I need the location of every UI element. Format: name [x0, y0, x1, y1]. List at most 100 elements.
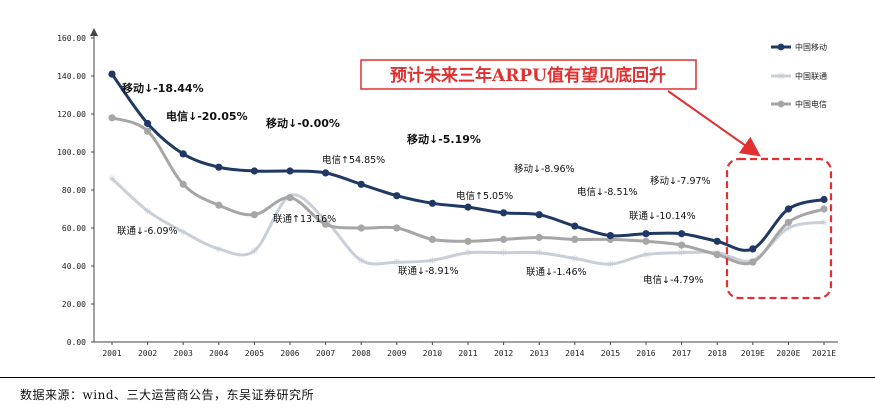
data-point	[357, 180, 365, 188]
legend-marker	[777, 43, 785, 51]
highlight-box	[725, 157, 833, 300]
x-tick-label: 2006	[280, 349, 299, 358]
data-point	[820, 205, 828, 213]
data-point	[500, 235, 508, 243]
data-point	[393, 224, 401, 232]
annotation-a15: 电信↓-4.79%	[643, 274, 704, 286]
data-point	[784, 205, 793, 213]
legend-label: 中国移动	[795, 42, 827, 52]
data-point	[642, 237, 650, 245]
x-tick-label: 2002	[138, 349, 157, 358]
annotation-a5: 电信↑54.85%	[322, 154, 385, 166]
annotation-a14: 联通↓-10.14%	[629, 211, 696, 222]
y-tick-label: 100.00	[57, 148, 86, 157]
data-point	[820, 195, 828, 204]
annotation-a13: 移动↓-7.97%	[650, 175, 711, 187]
data-point	[108, 114, 116, 122]
x-tick-label: 2012	[494, 349, 513, 358]
callout-box	[360, 59, 697, 90]
data-point	[678, 241, 686, 249]
x-tick-label: 2021E	[812, 349, 836, 358]
annotation-a10: 移动↓-8.96%	[514, 163, 575, 175]
x-tick-label: 2007	[316, 349, 335, 358]
data-point	[144, 127, 152, 135]
forecast-highlight-box	[725, 157, 833, 300]
y-tick-label: 20.00	[62, 300, 86, 309]
axes: 0.00 20.00 40.00 60.00 80.00 100.00 120.00 140.…	[57, 28, 838, 358]
data-point	[642, 230, 650, 238]
data-point	[179, 150, 187, 158]
data-point	[215, 201, 223, 209]
data-point	[428, 199, 436, 207]
data-point: ✳	[215, 244, 223, 255]
data-point	[179, 180, 187, 188]
data-point	[428, 235, 436, 243]
y-tick-label: 80.00	[62, 186, 86, 195]
y-tick-label: 0.00	[67, 338, 86, 347]
data-point	[286, 167, 294, 175]
data-point	[464, 237, 472, 245]
annotation-a12: 联通↓-1.46%	[526, 267, 587, 278]
data-point: ✳	[179, 227, 187, 238]
annotations: 移动↓-18.44% 电信↓-20.05% 移动↓-0.00% 移动↓-5.19% 电信…	[117, 81, 711, 286]
x-tick-label: 2010	[423, 349, 442, 358]
annotation-a6: 联通↑13.16%	[273, 214, 336, 225]
data-point	[784, 218, 793, 226]
data-point	[713, 251, 721, 259]
footer: 数据来源：wind、三大运营商公告，东吴证券研究所	[0, 377, 875, 411]
y-tick-label: 140.00	[57, 72, 86, 81]
data-point	[108, 70, 116, 78]
source-note: 数据来源：wind、三大运营商公告，东吴证券研究所	[20, 388, 315, 402]
data-point	[749, 258, 757, 266]
y-tick-label: 160.00	[57, 34, 86, 43]
x-tick-label: 2011	[458, 349, 477, 358]
data-point	[535, 211, 543, 219]
data-point	[606, 232, 615, 240]
annotation-a11: 电信↓-8.51%	[577, 186, 638, 198]
data-point	[322, 169, 330, 177]
data-point: ✳	[428, 256, 436, 267]
legend-label: 中国电信	[795, 99, 827, 109]
x-tick-label: 2018	[708, 349, 727, 358]
annotation-a2: 电信↓-20.05%	[166, 109, 248, 123]
y-tick-label: 120.00	[57, 110, 86, 119]
annotation-a1: 移动↓-18.44%	[122, 81, 204, 95]
data-point	[678, 230, 686, 238]
x-tick-label: 2008	[352, 349, 371, 358]
data-point: ✳	[499, 248, 507, 259]
data-point: ✳	[357, 256, 365, 267]
x-tick-label: 2001	[102, 349, 121, 358]
callout-text: 预计未来三年ARPU值有望见底回升	[390, 65, 666, 86]
data-point	[713, 237, 721, 245]
legend-label: 中国联通	[795, 71, 827, 81]
x-tick-label: 2014	[565, 349, 584, 358]
x-tick-label: 2003	[174, 349, 193, 358]
x-tick-label: 2017	[672, 349, 691, 358]
data-point: ✳	[642, 250, 650, 261]
annotation-a3: 移动↓-0.00%	[266, 116, 340, 130]
legend-marker	[777, 100, 785, 108]
data-point	[357, 224, 365, 232]
data-point	[749, 245, 757, 253]
data-point: ✳	[250, 246, 258, 257]
x-tick-label: 2005	[245, 349, 264, 358]
annotation-a8: 电信↑5.05%	[456, 190, 513, 202]
data-point: ✳	[464, 248, 472, 259]
data-point	[250, 167, 258, 175]
callout-arrow	[667, 90, 761, 157]
data-point	[250, 211, 258, 219]
data-point: ✳	[535, 248, 543, 259]
data-point: ✳	[784, 224, 792, 235]
data-point	[215, 163, 223, 171]
data-point: ✳	[677, 248, 685, 259]
data-point: ✳	[108, 174, 116, 185]
y-tick-label: 60.00	[62, 224, 86, 233]
data-point	[535, 233, 543, 242]
data-point: ✳	[571, 254, 579, 265]
data-point	[144, 119, 152, 128]
data-point: ✳	[606, 260, 614, 271]
annotation-a4: 移动↓-5.19%	[407, 132, 481, 146]
series-layer: ✳✳✳✳✳✳✳✳✳✳✳✳✳✳✳✳✳✳✳✳✳	[108, 70, 828, 271]
x-tick-label: 2004	[209, 349, 228, 358]
